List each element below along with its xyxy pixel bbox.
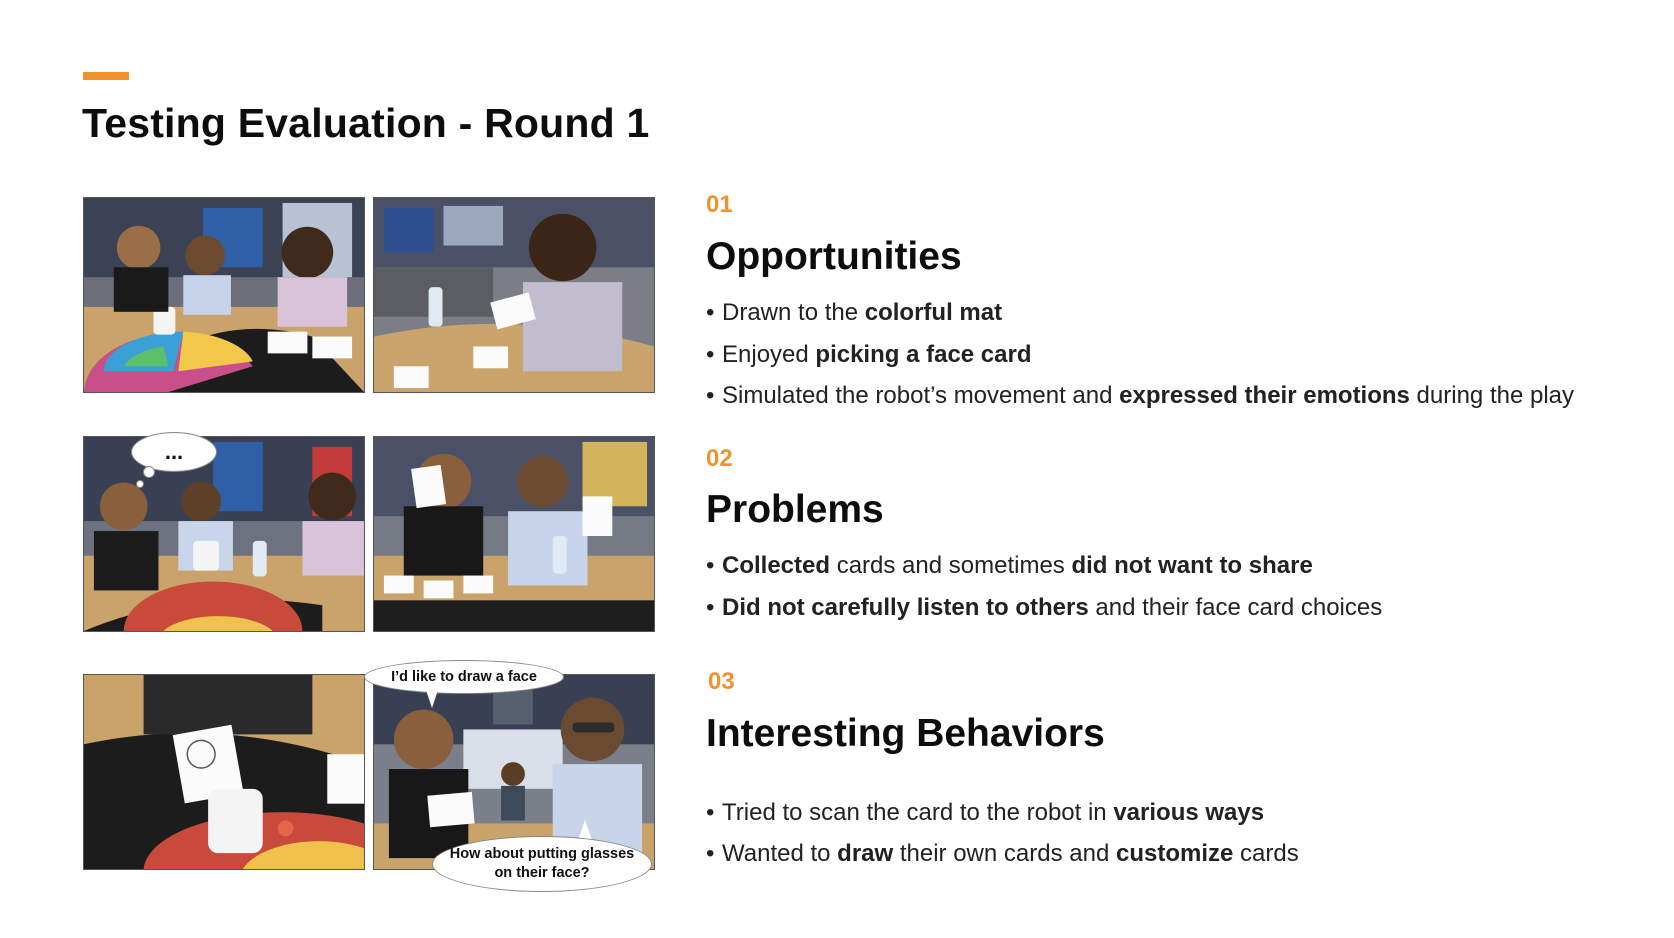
bullet-item: • Did not carefully listen to others and … — [706, 594, 1382, 622]
bullet-text-bold: draw — [837, 840, 894, 867]
bullet-dot: • — [706, 594, 715, 621]
bullet-dot: • — [706, 382, 715, 409]
thought-bubble-dot-small — [136, 480, 144, 488]
bullet-dot: • — [706, 840, 715, 867]
bullet-text: and their face card choices — [1088, 594, 1383, 621]
photo-children-holding-cards — [373, 436, 655, 632]
bullet-item: • Collected cards and sometimes did not w… — [706, 552, 1313, 580]
bullet-item: • Enjoyed picking a face card — [706, 341, 1032, 369]
bullet-text: their own cards and — [893, 840, 1116, 867]
section-heading-opportunities: Opportunities — [706, 235, 962, 278]
bullet-dot: • — [706, 799, 715, 826]
bullet-dot: • — [706, 552, 715, 579]
bullet-text: Simulated the robot’s movement and — [722, 382, 1120, 409]
bullet-text-bold: various ways — [1113, 799, 1265, 826]
section-number: 01 — [706, 191, 733, 218]
title-accent-bar — [83, 72, 129, 80]
speech-bubble-tail — [426, 690, 438, 708]
photo-children-at-mat — [83, 197, 365, 393]
bullet-text-bold: expressed their emotions — [1119, 382, 1410, 409]
speech-bubble-tail — [578, 820, 592, 840]
bullet-item: • Wanted to draw their own cards and cust… — [706, 840, 1299, 868]
bullet-item: • Tried to scan the card to the robot in … — [706, 799, 1264, 827]
speech-bubble-glasses: How about putting glasses on their face? — [432, 836, 652, 892]
bullet-text: cards and sometimes — [830, 552, 1072, 579]
bullet-text-bold: Did not carefully listen to others — [722, 594, 1089, 621]
bullet-item: • Drawn to the colorful mat — [706, 299, 1002, 327]
section-heading-problems: Problems — [706, 488, 884, 531]
bullet-text: during the play — [1409, 382, 1574, 409]
bullet-text: Enjoyed — [722, 341, 816, 368]
bullet-text-bold: picking a face card — [815, 341, 1032, 368]
bullet-item: • Simulated the robot’s movement and expr… — [706, 382, 1574, 410]
bullet-text-bold: Collected — [722, 552, 831, 579]
bullet-text: cards — [1233, 840, 1299, 867]
bullet-text-bold: colorful mat — [864, 299, 1003, 326]
photo-girl-reading-card — [373, 197, 655, 393]
thought-bubble-dot-large — [143, 466, 155, 478]
bullet-dot: • — [706, 341, 715, 368]
thought-bubble: ... — [131, 432, 217, 472]
bullet-text-bold: did not want to share — [1071, 552, 1313, 579]
bullet-text: Wanted to — [722, 840, 838, 867]
photo-scanning-card-to-robot — [83, 674, 365, 870]
bullet-dot: • — [706, 299, 715, 326]
bullet-text-bold: customize — [1115, 840, 1234, 867]
slide-title: Testing Evaluation - Round 1 — [82, 100, 650, 146]
section-heading-interesting-behaviors: Interesting Behaviors — [706, 712, 1105, 755]
section-number: 03 — [708, 668, 735, 695]
speech-bubble-draw-face: I’d like to draw a face — [364, 660, 564, 694]
photo-children-thinking — [83, 436, 365, 632]
bullet-text: Tried to scan the card to the robot in — [722, 799, 1114, 826]
bullet-text: Drawn to the — [722, 299, 865, 326]
section-number: 02 — [706, 445, 733, 472]
